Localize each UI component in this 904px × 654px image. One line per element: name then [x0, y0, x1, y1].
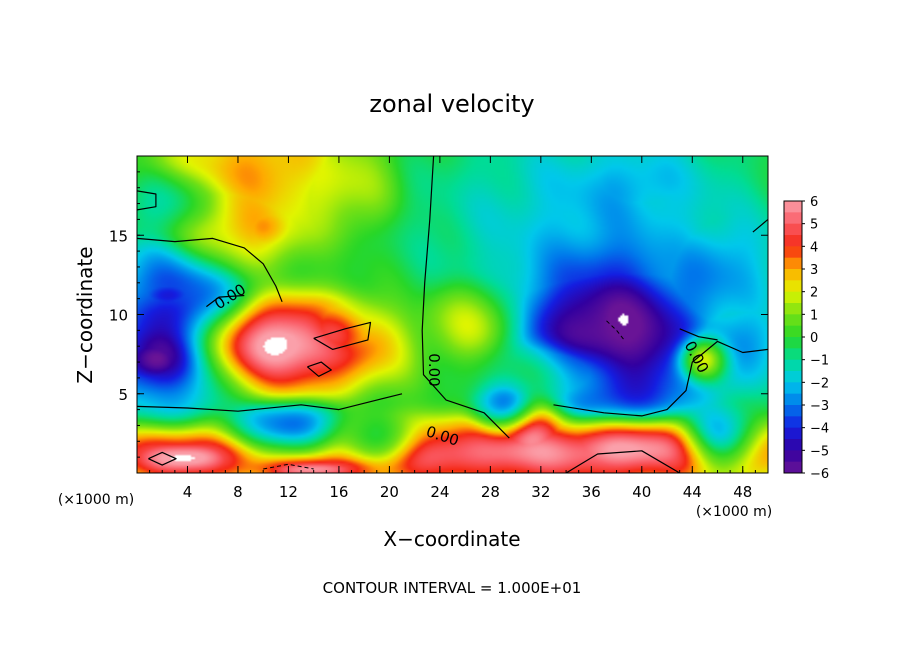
x-tick-label: 28 — [481, 483, 500, 501]
velocity-field-image — [137, 156, 768, 473]
colorbar-swatch — [784, 223, 802, 236]
zero-contour-line — [148, 451, 177, 466]
colorbar-swatch — [784, 382, 802, 395]
colorbar-swatch — [784, 337, 802, 349]
colorbar-swatch — [784, 246, 802, 259]
colorbar-swatch — [784, 461, 802, 474]
x-unit-left: (×1000 m) — [58, 492, 134, 508]
y-axis-ticks: 5 10 15 — [109, 171, 768, 458]
colorbar-tick-label: −6 — [810, 467, 829, 482]
colorbar-tick-label: −1 — [810, 354, 829, 369]
dashed-contour-line — [263, 463, 314, 470]
colorbar-tick-label: −3 — [810, 399, 829, 414]
colorbar-swatch — [784, 405, 802, 417]
colorbar-swatch — [784, 201, 802, 213]
x-tick-label: 40 — [632, 483, 651, 501]
x-tick-label: 32 — [531, 483, 550, 501]
y-tick-label: 10 — [109, 307, 128, 325]
colorbar-swatch — [784, 416, 802, 429]
colorbar-tick-label: 6 — [810, 195, 818, 210]
colorbar-swatch — [784, 371, 802, 383]
x-tick-label: 4 — [183, 483, 193, 501]
colorbar-swatch — [784, 314, 802, 327]
x-tick-label: 44 — [683, 483, 702, 501]
dashed-contour-line — [606, 320, 625, 341]
colorbar-swatch — [784, 439, 802, 451]
x-unit-right: (×1000 m) — [696, 504, 772, 520]
colorbar-tick-label: 2 — [810, 286, 818, 301]
zero-contour-line — [313, 321, 372, 350]
colorbar-swatch — [784, 427, 802, 440]
zero-contour-line — [137, 393, 403, 412]
colorbar-tick-label: 3 — [810, 263, 818, 278]
colorbar-swatch — [784, 348, 802, 361]
colorbar-swatch — [784, 280, 802, 293]
contour-interval-footer: CONTOUR INTERVAL = 1.000E+01 — [323, 579, 582, 597]
colorbar-swatch — [784, 212, 802, 225]
x-tick-label: 16 — [329, 483, 348, 501]
colorbar-tick-label: −2 — [810, 376, 829, 391]
y-tick-label: 15 — [109, 227, 128, 245]
colorbar-tick-label: 5 — [810, 218, 818, 233]
colorbar-swatch — [784, 291, 802, 304]
zero-contour-line — [565, 450, 681, 473]
colorbar-swatch — [784, 325, 802, 338]
contour-label: 0.00 — [425, 353, 443, 386]
colorbar-tick-label: −4 — [810, 422, 829, 437]
colorbar-swatch — [784, 303, 802, 315]
zero-contours — [137, 156, 768, 473]
x-tick-label: 8 — [233, 483, 243, 501]
colorbar-swatch — [784, 269, 802, 281]
chart-title: zonal velocity — [369, 90, 534, 118]
zero-contour-line — [553, 340, 768, 417]
x-tick-label: 12 — [279, 483, 298, 501]
x-axis-label: X−coordinate — [383, 527, 520, 551]
colorbar-swatch — [784, 257, 802, 270]
zero-contour-line — [421, 156, 510, 439]
colorbar-tick-label: 4 — [810, 240, 818, 255]
zero-contour-line — [137, 237, 283, 303]
colorbar-swatch — [784, 450, 802, 463]
x-tick-label: 48 — [733, 483, 752, 501]
x-axis-ticks: 4 8 12 16 20 24 28 32 36 40 44 48 — [149, 156, 756, 501]
zero-contour-line — [137, 190, 157, 211]
colorbar-tick-label: 1 — [810, 308, 818, 323]
colorbar: 6 5 4 3 2 1 0 −1 −2 −3 −4 −5 −6 — [783, 195, 829, 482]
x-tick-label: 24 — [430, 483, 449, 501]
colorbar-swatch — [784, 393, 802, 406]
colorbar-tick-label: −5 — [810, 444, 829, 459]
y-tick-label: 5 — [118, 386, 128, 404]
zero-contour-line — [752, 218, 768, 233]
zero-contour-line — [206, 294, 245, 308]
zero-contour-line — [307, 361, 332, 377]
y-axis-label: Z−coordinate — [73, 246, 97, 383]
velocity-field — [137, 156, 768, 473]
colorbar-tick-label: 0 — [810, 331, 818, 346]
x-tick-label: 36 — [582, 483, 601, 501]
colorbar-swatch — [784, 359, 802, 372]
x-tick-label: 20 — [380, 483, 399, 501]
zero-contour-line — [679, 328, 718, 341]
colorbar-swatch — [784, 235, 802, 247]
